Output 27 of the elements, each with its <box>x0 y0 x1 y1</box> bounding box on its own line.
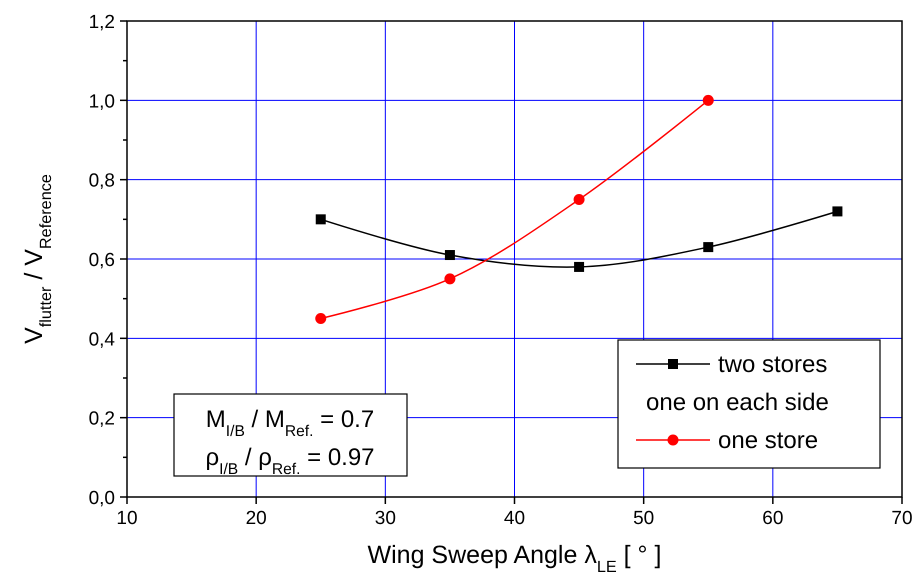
annotation: ρ$_{I/B}$ / ρ$_{Ref.}$ = 0.97 <box>205 444 375 478</box>
annotation: M$_{I/B}$ / M$_{Ref.}$ = 0.7 <box>206 406 374 440</box>
point <box>316 214 326 224</box>
y-tick-label: 0,2 <box>88 408 115 430</box>
x-tick-label: 50 <box>633 508 654 529</box>
y-tick-label: 1,2 <box>88 12 115 33</box>
x-tick-label: 20 <box>246 508 267 529</box>
y-tick-label: 0,6 <box>88 250 115 271</box>
legend-label: one store <box>718 427 818 454</box>
y-tick-label: 1,0 <box>88 91 115 112</box>
x-tick-label: 40 <box>504 508 526 529</box>
x-tick-label: 10 <box>116 508 138 529</box>
point <box>444 273 456 284</box>
x-tick-label: 60 <box>762 508 784 529</box>
point <box>702 94 714 106</box>
point <box>832 206 842 216</box>
y-tick-label: 0,0 <box>88 488 115 509</box>
point <box>574 194 585 205</box>
y-tick-label: 0,8 <box>88 170 115 192</box>
point <box>444 250 455 260</box>
x-axis-title: Wing Sweep Angle λ$_{LE}$ [ ° ] <box>368 541 662 576</box>
x-tick-label: 70 <box>891 508 913 529</box>
point <box>315 313 326 324</box>
x-tick-label: 30 <box>374 508 396 529</box>
point <box>574 262 584 272</box>
y-tick-label: 0,4 <box>88 329 116 350</box>
point <box>703 242 714 252</box>
